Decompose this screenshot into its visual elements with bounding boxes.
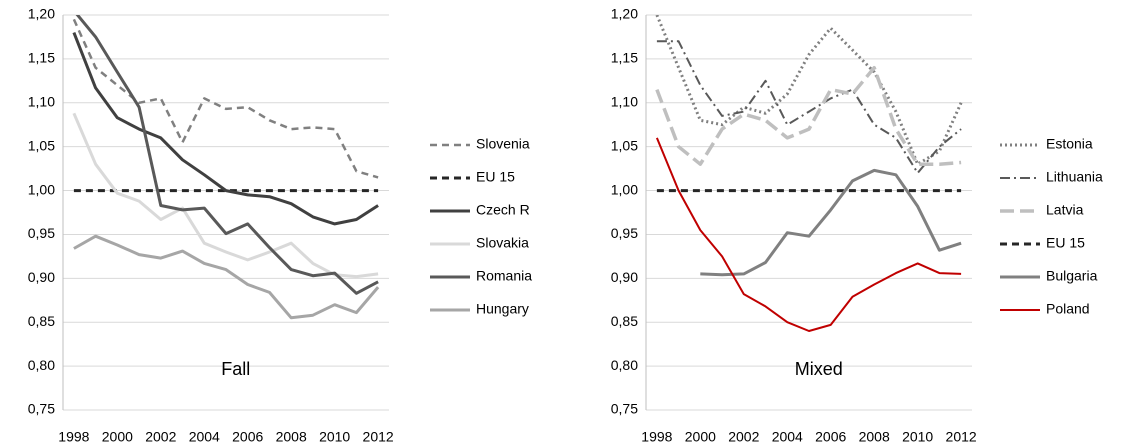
legend-label: EU 15 (476, 169, 515, 185)
y-tick-label: 1,05 (611, 137, 638, 153)
legend-label: Lithuania (1046, 169, 1103, 185)
series-line (72, 18, 379, 179)
legend-label: Estonia (1046, 136, 1093, 152)
y-tick-label: 1,20 (611, 6, 638, 22)
y-tick-label: 0,80 (28, 357, 55, 373)
x-tick-label: 2000 (102, 429, 133, 445)
series-line (73, 234, 380, 320)
x-tick-label: 2006 (232, 429, 263, 445)
x-tick-label: 2000 (685, 429, 716, 445)
series-line (72, 112, 379, 279)
series-line (655, 65, 962, 166)
x-tick-label: 2002 (145, 429, 176, 445)
x-tick-label: 1998 (641, 429, 672, 445)
x-tick-label: 2006 (815, 429, 846, 445)
legend-label: Hungary (476, 301, 529, 317)
y-tick-label: 0,90 (28, 269, 55, 285)
legend-label: Slovenia (476, 136, 530, 152)
series-line (72, 32, 379, 226)
x-tick-label: 2002 (728, 429, 759, 445)
x-tick-label: 2010 (319, 429, 350, 445)
legend-label: Bulgaria (1046, 268, 1098, 284)
legend-label: Slovakia (476, 235, 529, 251)
legend-label: Czech R (476, 202, 530, 218)
x-tick-label: 2012 (363, 429, 394, 445)
y-tick-label: 0,95 (611, 225, 638, 241)
y-tick-label: 1,00 (28, 181, 55, 197)
legend-label: EU 15 (1046, 235, 1085, 251)
x-tick-label: 2008 (276, 429, 307, 445)
series-line (656, 40, 962, 174)
y-tick-label: 1,00 (611, 181, 638, 197)
y-tick-label: 0,75 (611, 401, 638, 417)
x-tick-label: 2004 (189, 429, 220, 445)
x-tick-label: 2004 (772, 429, 803, 445)
legend-label: Romania (476, 268, 532, 284)
annotation: Fall (221, 359, 250, 379)
y-tick-label: 0,85 (611, 313, 638, 329)
x-tick-label: 2012 (946, 429, 977, 445)
series-line (700, 168, 962, 277)
series-line (655, 137, 962, 332)
y-tick-label: 1,10 (28, 93, 55, 109)
legend-label: Poland (1046, 301, 1090, 317)
y-tick-label: 0,80 (611, 357, 638, 373)
y-tick-label: 1,20 (28, 6, 55, 22)
y-tick-label: 0,90 (611, 269, 638, 285)
series-line (655, 15, 963, 166)
x-tick-label: 1998 (58, 429, 89, 445)
y-tick-label: 1,05 (28, 137, 55, 153)
y-tick-label: 1,10 (611, 93, 638, 109)
annotation: Mixed (795, 359, 843, 379)
x-tick-label: 2010 (902, 429, 933, 445)
y-tick-label: 0,95 (28, 225, 55, 241)
y-tick-label: 1,15 (28, 50, 55, 66)
x-tick-label: 2008 (859, 429, 890, 445)
y-tick-label: 0,75 (28, 401, 55, 417)
y-tick-label: 0,85 (28, 313, 55, 329)
y-tick-label: 1,15 (611, 50, 638, 66)
series-line (75, 15, 379, 295)
legend-label: Latvia (1046, 202, 1084, 218)
